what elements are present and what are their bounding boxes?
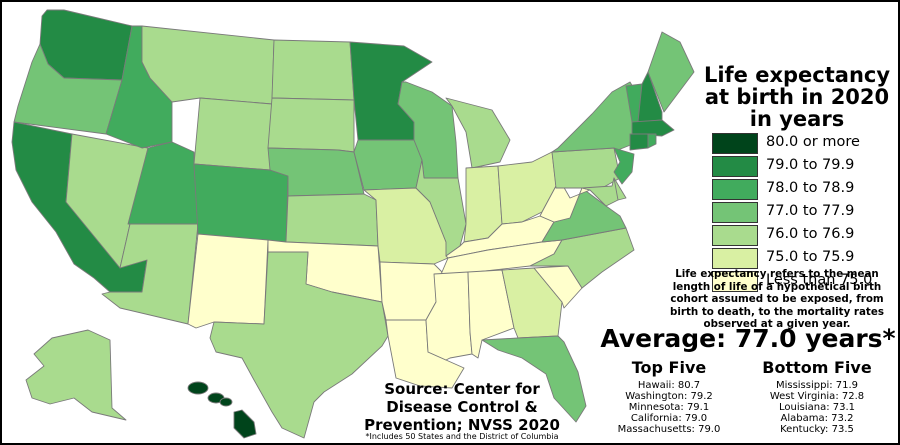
state-florida [481, 335, 587, 423]
bottom-five-heading: Bottom Five [762, 358, 872, 377]
state-maryland [581, 177, 619, 207]
list-item: Washington: 79.2 [625, 391, 713, 402]
state-new-hampshire [637, 71, 663, 123]
average-value: Average: 77.0 years* [600, 324, 896, 353]
top-five-heading: Top Five [631, 358, 707, 377]
list-item: Hawaii: 80.7 [637, 380, 701, 391]
state-rhode-island [647, 133, 657, 149]
state-wyoming [193, 97, 273, 171]
list-item: Alabama: 73.2 [780, 413, 854, 424]
legend-label: 77.0 to 77.9 [766, 203, 855, 219]
footnote: *Includes 50 States and the District of … [365, 432, 559, 441]
list-item: West Virginia: 72.8 [769, 391, 865, 402]
state-iowa [353, 139, 423, 191]
legend-label: Less than 75.0 [766, 272, 873, 288]
legend-swatch [712, 133, 758, 154]
state-kansas [285, 193, 379, 247]
list-item: Kentucky: 73.5 [780, 424, 854, 435]
list-item: Minnesota: 79.1 [628, 402, 710, 413]
state-new-jersey [613, 147, 635, 185]
list-item: Massachusetts: 79.0 [617, 424, 721, 435]
state-hawaii [233, 409, 257, 439]
state-west-virginia [539, 183, 591, 223]
legend-swatch [712, 202, 758, 223]
state-pennsylvania [551, 147, 621, 189]
legend-label: 79.0 to 79.9 [766, 157, 855, 173]
legend-label: 76.0 to 76.9 [766, 226, 855, 242]
list-item: California: 79.0 [630, 413, 708, 424]
state-maine [647, 31, 695, 113]
state-south-dakota [267, 97, 355, 153]
state-new-mexico [187, 233, 269, 329]
state-connecticut [629, 133, 649, 151]
state-massachusetts [631, 119, 675, 137]
state-michigan [445, 97, 511, 169]
legend-swatch [712, 156, 758, 177]
state-north-dakota [271, 39, 355, 101]
state-texas [209, 251, 389, 439]
legend-swatch [712, 271, 758, 292]
state-arizona [101, 223, 199, 325]
legend-label: 80.0 or more [766, 134, 860, 150]
bottom-five-list: Mississippi: 71.9 West Virginia: 72.8 Lo… [752, 380, 882, 435]
state-hawaii-island [219, 397, 233, 407]
list-item: Mississippi: 71.9 [775, 380, 859, 391]
legend-swatch [712, 248, 758, 269]
state-hawaii-island [187, 381, 209, 395]
legend-label: 75.0 to 75.9 [766, 249, 855, 265]
list-item: Louisiana: 73.1 [778, 402, 856, 413]
legend-swatch [712, 225, 758, 246]
top-five-list: Hawaii: 80.7 Washington: 79.2 Minnesota:… [609, 380, 729, 435]
map-title: Life expectancy at birth in 2020 in year… [703, 63, 891, 131]
source-credit: Source: Center for Disease Control & Pre… [364, 380, 560, 434]
state-north-carolina [529, 227, 635, 289]
definition-note: Life expectancy refers to the mean lengt… [670, 268, 884, 330]
state-colorado [193, 163, 289, 243]
legend-swatch [712, 179, 758, 200]
state-alaska [25, 329, 127, 421]
legend-label: 78.0 to 78.9 [766, 180, 855, 196]
